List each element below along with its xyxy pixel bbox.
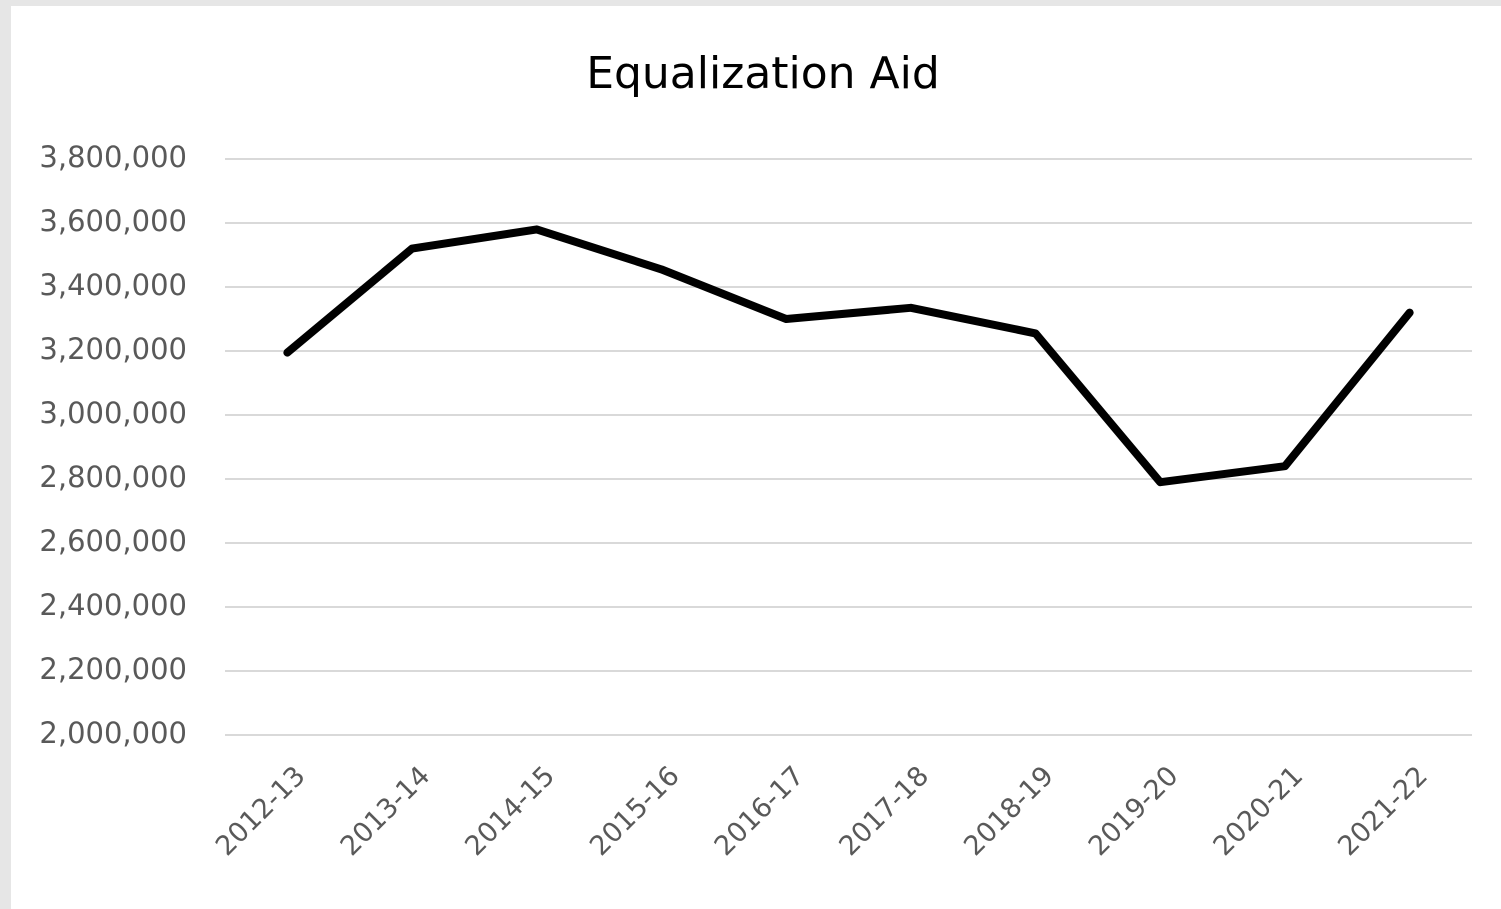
- y-tick-label: 3,000,000: [39, 396, 187, 430]
- y-tick-label: 2,400,000: [39, 588, 187, 622]
- y-tick-label: 3,200,000: [39, 332, 187, 366]
- chart-title: Equalization Aid: [586, 48, 940, 99]
- y-tick-label: 3,400,000: [39, 268, 187, 302]
- y-tick-label: 3,800,000: [39, 140, 187, 174]
- y-tick-label: 3,600,000: [39, 204, 187, 238]
- y-tick-label: 2,600,000: [39, 524, 187, 558]
- y-tick-label: 2,800,000: [39, 460, 187, 494]
- chart-area: [11, 6, 1501, 909]
- y-tick-label: 2,000,000: [39, 716, 187, 750]
- line-series: [283, 225, 1414, 487]
- y-tick-label: 2,200,000: [39, 652, 187, 686]
